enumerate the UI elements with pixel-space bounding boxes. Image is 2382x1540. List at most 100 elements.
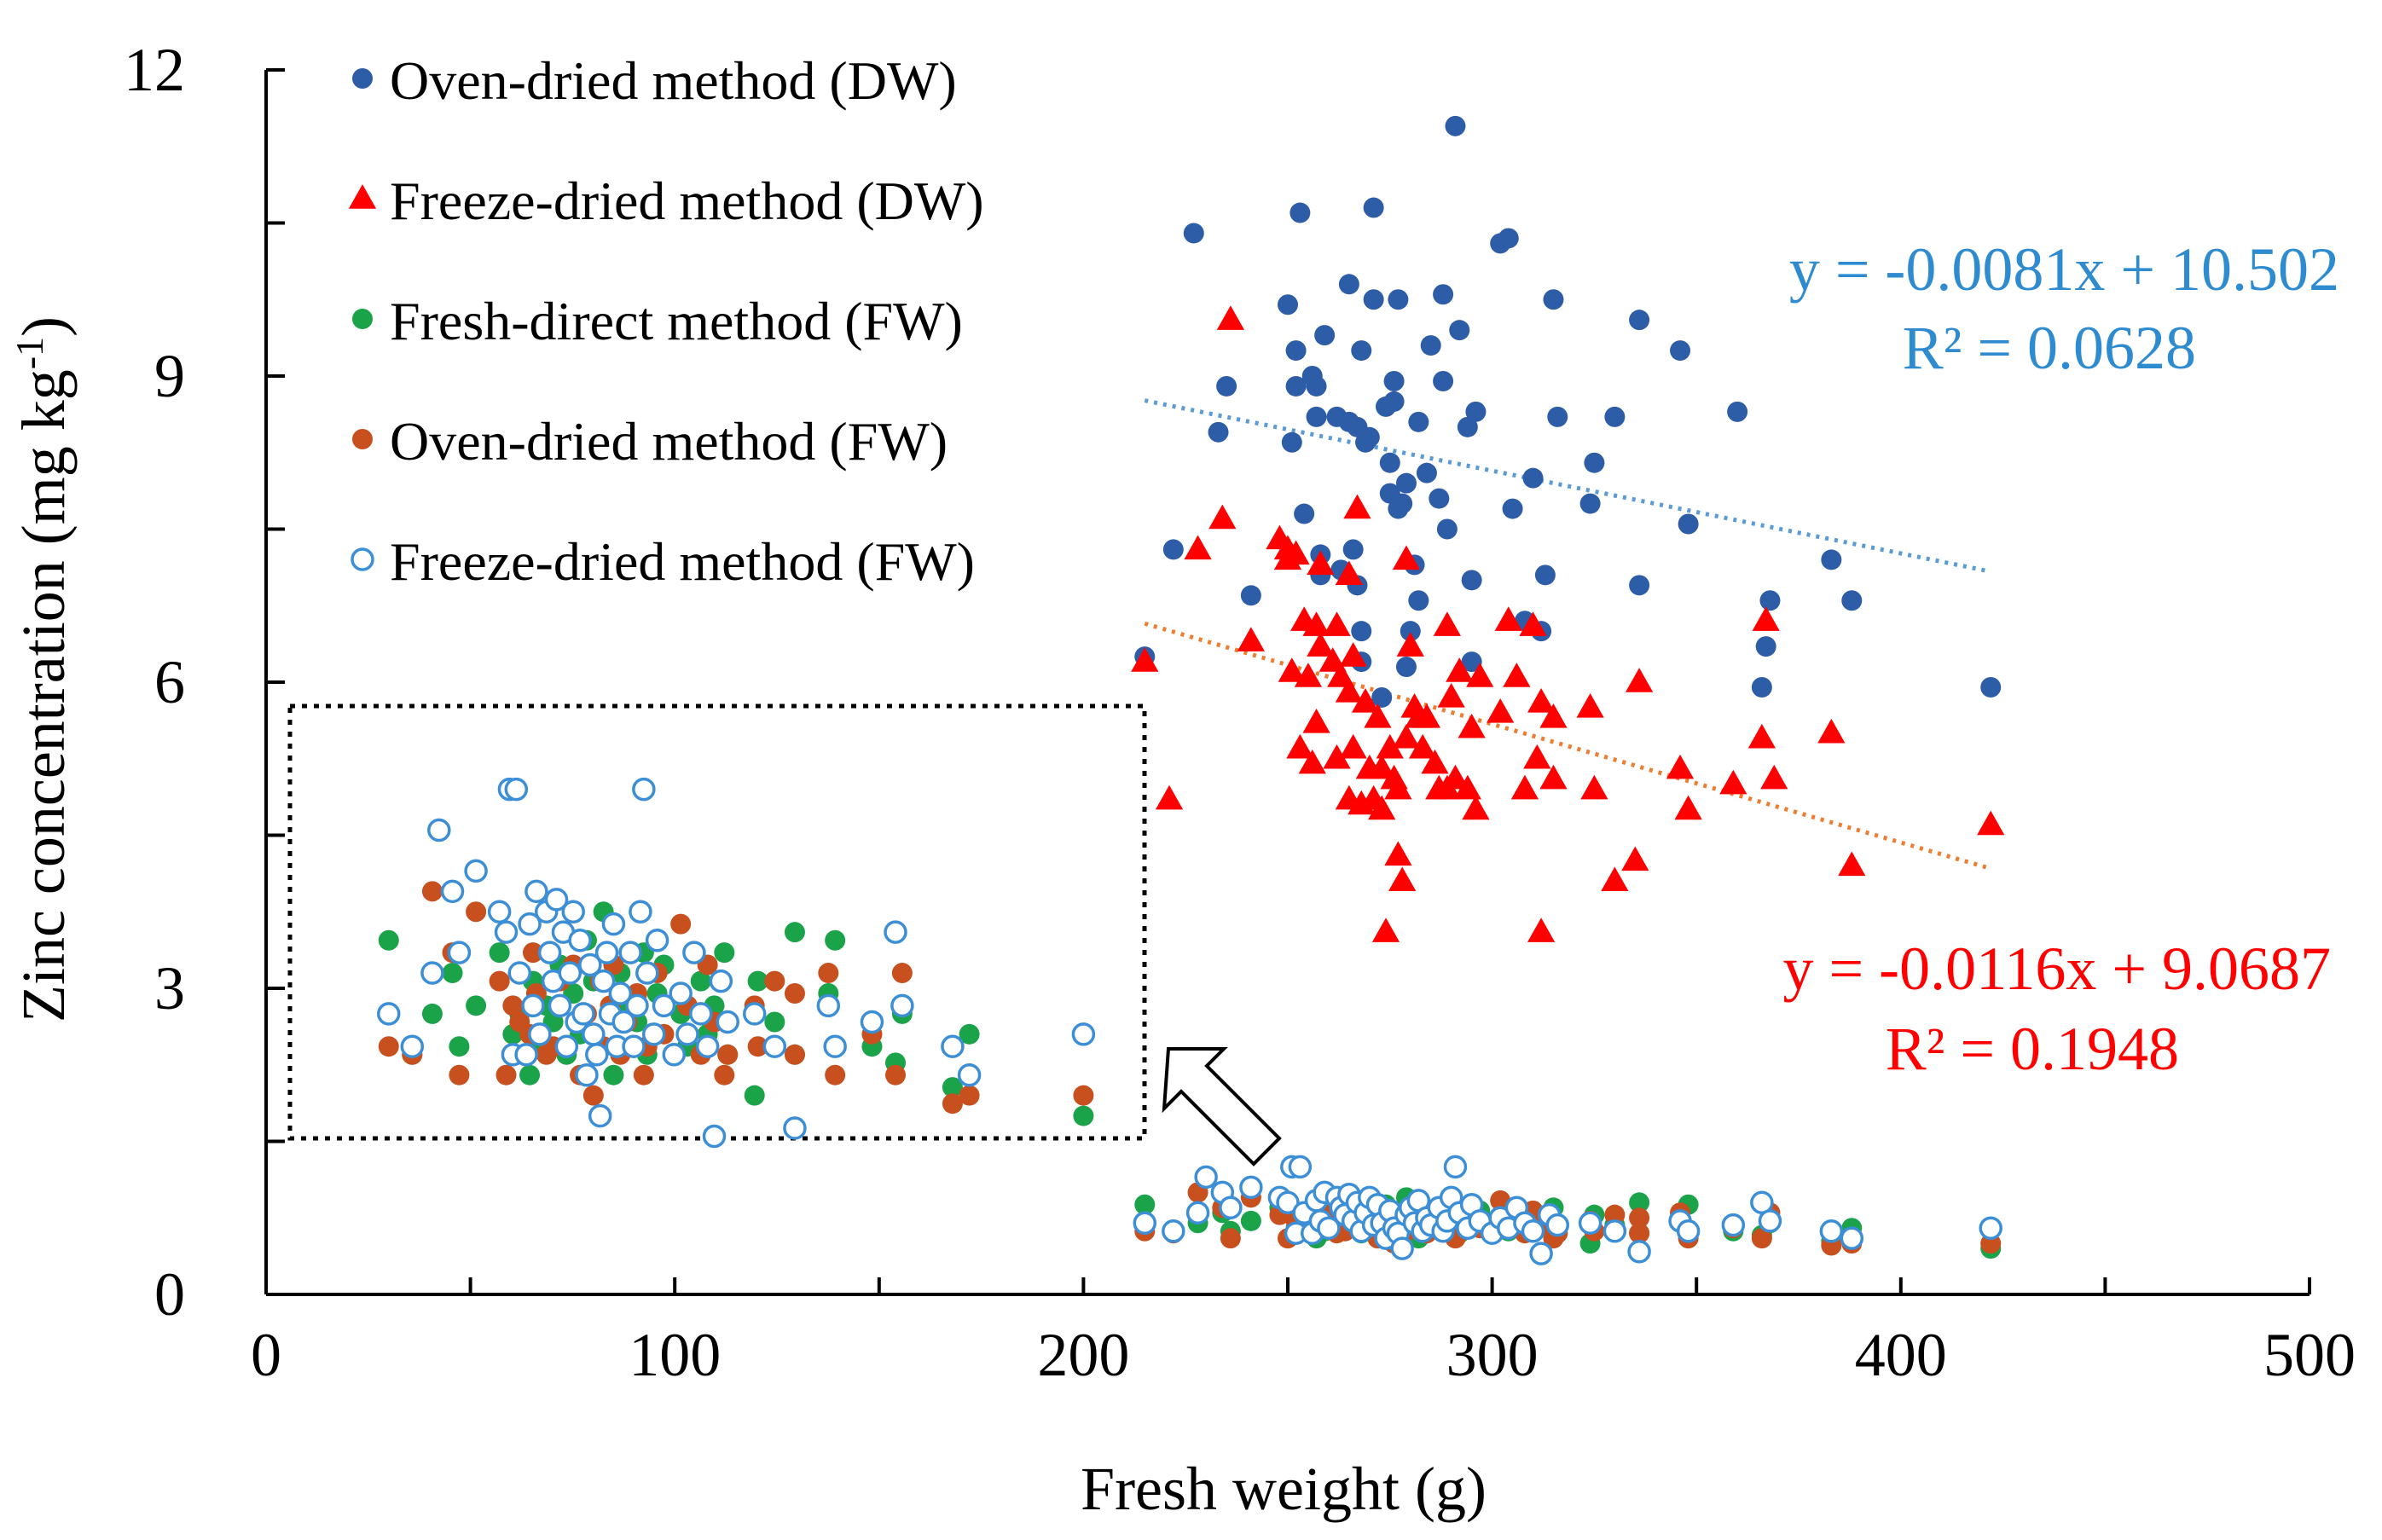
data-point bbox=[1400, 621, 1421, 642]
data-point bbox=[1821, 549, 1842, 570]
data-point bbox=[1363, 289, 1384, 310]
data-point bbox=[1629, 310, 1650, 331]
data-point bbox=[1388, 289, 1409, 310]
inset-data-point bbox=[522, 942, 543, 964]
data-point bbox=[1503, 663, 1531, 687]
legend-label: Freeze-dried method (FW) bbox=[390, 531, 975, 592]
data-point bbox=[1409, 733, 1437, 759]
inset-data-point bbox=[507, 961, 531, 985]
data-point bbox=[1363, 197, 1384, 218]
data-point bbox=[1751, 1228, 1772, 1249]
data-point bbox=[1220, 1228, 1241, 1249]
inset-data-point bbox=[959, 1023, 980, 1045]
inset-data-point bbox=[377, 1002, 401, 1026]
inset-data-point bbox=[818, 963, 839, 984]
data-point bbox=[1545, 1213, 1570, 1237]
inset-data-point bbox=[447, 941, 472, 964]
trendlines bbox=[1144, 398, 1991, 871]
inset-data-point bbox=[783, 1116, 807, 1140]
inset-data-point bbox=[629, 900, 652, 923]
data-point bbox=[1278, 294, 1298, 316]
inset-data-point bbox=[957, 1062, 982, 1087]
inset-data-point bbox=[825, 1064, 846, 1086]
data-point bbox=[1625, 668, 1654, 692]
data-point bbox=[1383, 370, 1405, 391]
inset-data-point bbox=[466, 995, 487, 1016]
inset-data-point bbox=[521, 993, 545, 1018]
data-point bbox=[1216, 305, 1245, 330]
inset-data-point bbox=[585, 1043, 609, 1067]
data-point bbox=[1364, 703, 1392, 728]
inset-data-point bbox=[601, 912, 626, 936]
legend-label: Fresh-direct method (FW) bbox=[390, 291, 963, 351]
inset-data-point bbox=[582, 1022, 606, 1046]
data-point bbox=[1604, 406, 1626, 427]
inset-data-point bbox=[421, 881, 443, 902]
data-point bbox=[1396, 632, 1424, 657]
inset-data-point bbox=[652, 993, 676, 1018]
data-point bbox=[1392, 723, 1421, 749]
inset-data-point bbox=[675, 1022, 699, 1046]
inset-data-point bbox=[525, 879, 548, 904]
data-point bbox=[1519, 611, 1547, 636]
inset-data-point bbox=[571, 1002, 595, 1026]
data-point bbox=[1323, 744, 1351, 769]
inset-data-point bbox=[816, 993, 841, 1018]
data-point bbox=[1219, 1196, 1243, 1220]
inset-data-point bbox=[890, 993, 914, 1018]
data-point bbox=[1666, 754, 1695, 779]
data-point bbox=[1288, 1155, 1313, 1179]
data-point bbox=[1194, 1165, 1218, 1190]
inset-data-point bbox=[762, 1034, 787, 1058]
data-point bbox=[1527, 688, 1556, 713]
inset-data-point bbox=[502, 995, 524, 1016]
inset-data-point bbox=[427, 818, 451, 842]
inset-data-point bbox=[709, 969, 733, 993]
inset-data-point bbox=[449, 1064, 470, 1086]
data-point bbox=[1184, 535, 1212, 560]
data-point bbox=[1465, 401, 1487, 422]
inset-data-point bbox=[518, 912, 542, 936]
data-point bbox=[1384, 841, 1412, 866]
inset-data-point bbox=[611, 1010, 635, 1034]
inset-data-point bbox=[558, 961, 582, 985]
data-point bbox=[1359, 426, 1380, 448]
legend-marker bbox=[352, 429, 373, 449]
y-tick-label: 9 bbox=[154, 342, 185, 410]
data-point bbox=[1458, 713, 1486, 738]
data-point bbox=[1502, 498, 1523, 519]
data-point bbox=[1584, 452, 1605, 473]
data-point bbox=[1521, 1219, 1545, 1243]
data-point bbox=[1670, 340, 1691, 362]
inset-data-point bbox=[825, 929, 846, 951]
y-tick-label: 3 bbox=[154, 954, 185, 1022]
data-point bbox=[1420, 335, 1441, 356]
data-point bbox=[1443, 1155, 1468, 1179]
data-point bbox=[1306, 406, 1327, 427]
x-tick-label: 200 bbox=[1037, 1321, 1129, 1389]
inset-data-point bbox=[823, 1034, 847, 1058]
data-point bbox=[1383, 391, 1405, 412]
data-point bbox=[1342, 539, 1364, 560]
inset-data-point bbox=[544, 888, 569, 912]
data-point bbox=[1758, 1209, 1782, 1233]
trendline bbox=[1144, 398, 1991, 574]
inset-data-point bbox=[440, 879, 465, 904]
inset-data-point bbox=[702, 1124, 727, 1149]
inset-data-point bbox=[578, 952, 602, 977]
inset-data-point bbox=[942, 1077, 963, 1098]
data-point bbox=[1445, 115, 1466, 136]
inset-data-point bbox=[1073, 1105, 1094, 1126]
data-point bbox=[1487, 698, 1515, 723]
data-point bbox=[1351, 688, 1380, 713]
inset-data-point bbox=[1073, 1085, 1094, 1106]
data-point bbox=[1368, 795, 1396, 820]
data-point bbox=[1629, 1207, 1650, 1229]
inset-data-point bbox=[747, 970, 768, 992]
data-point bbox=[1338, 274, 1359, 295]
data-point bbox=[1727, 401, 1748, 422]
data-point bbox=[1461, 651, 1482, 673]
data-point bbox=[1752, 606, 1780, 631]
y-tick-label: 12 bbox=[124, 36, 185, 104]
legend-marker bbox=[348, 184, 377, 209]
